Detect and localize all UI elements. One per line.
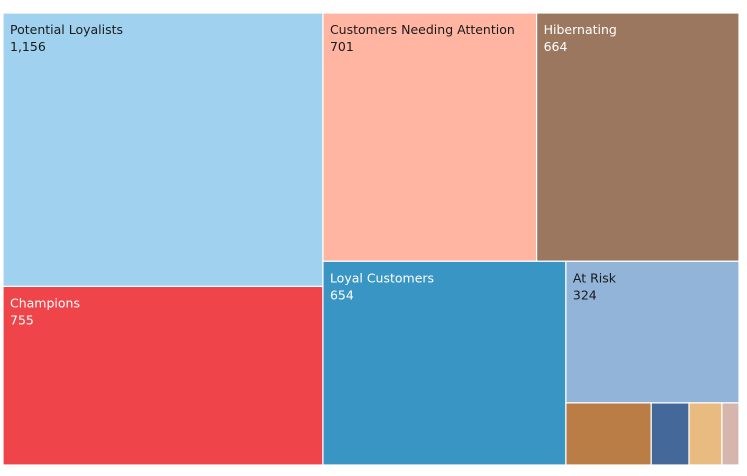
treemap-tile-rect	[688, 402, 723, 466]
treemap-tile-label: Champions	[10, 295, 80, 310]
treemap-tile[interactable]	[688, 402, 723, 466]
treemap-tile-label: Hibernating	[544, 22, 617, 37]
treemap-tile-rect	[2, 12, 324, 288]
treemap-tile-rect	[322, 260, 567, 466]
treemap-tile-value: 1,156	[10, 39, 46, 54]
treemap-tile-value: 654	[330, 287, 354, 302]
treemap-tile-rect	[2, 285, 324, 466]
treemap-tile-value: 701	[330, 39, 354, 54]
treemap-tile-value: 755	[10, 312, 34, 327]
treemap-tile[interactable]	[650, 402, 690, 466]
treemap-tile-rect	[650, 402, 690, 466]
treemap-tile-label: Potential Loyalists	[10, 22, 123, 37]
treemap-tile[interactable]: Champions 755	[2, 285, 324, 466]
treemap-tile[interactable]: Hibernating 664	[536, 12, 740, 262]
treemap-tile[interactable]: Potential Loyalists 1,156	[2, 12, 324, 288]
treemap-tile-value: 664	[544, 39, 568, 54]
treemap-tile-value: 324	[573, 287, 597, 302]
treemap-tile-label: Loyal Customers	[330, 270, 434, 285]
treemap-tile-label: At Risk	[573, 270, 617, 285]
treemap-tile-rect	[322, 12, 538, 262]
treemap-tile-rect	[536, 12, 740, 262]
treemap-tile[interactable]: At Risk 324	[565, 260, 740, 404]
treemap-tile[interactable]: Loyal Customers 654	[322, 260, 567, 466]
treemap-tile[interactable]	[565, 402, 652, 466]
treemap-tile-label: Customers Needing Attention	[330, 22, 515, 37]
treemap-tile[interactable]: Customers Needing Attention 701	[322, 12, 538, 262]
treemap-tile-rect	[721, 402, 740, 466]
treemap-tile-rect	[565, 260, 740, 404]
treemap-tile-rect	[565, 402, 652, 466]
treemap-tile[interactable]	[721, 402, 740, 466]
